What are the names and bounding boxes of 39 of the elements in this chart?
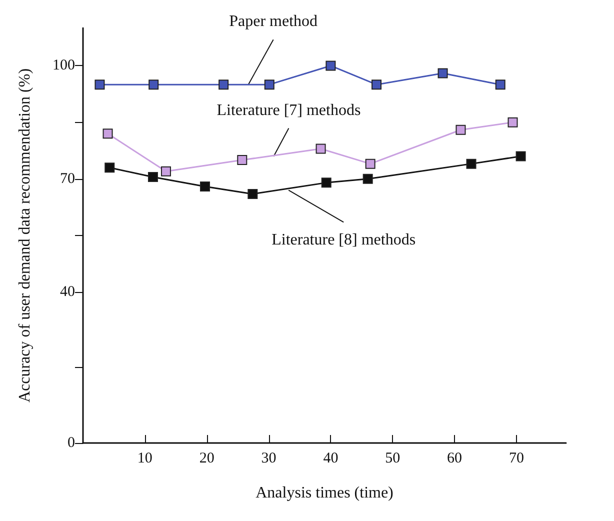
annotation: Literature [8] methods [272, 232, 416, 249]
point [104, 162, 115, 173]
point [495, 80, 506, 90]
point [365, 158, 376, 169]
point [218, 80, 229, 90]
point [200, 181, 210, 192]
y-tick-label: 0 [68, 435, 75, 451]
point [160, 166, 171, 176]
x-tick-label: 60 [447, 450, 462, 466]
x-tick-label: 30 [261, 450, 276, 466]
point [372, 80, 382, 90]
point [148, 80, 159, 90]
point [148, 172, 158, 182]
x-tick-label: 40 [323, 450, 338, 466]
point [326, 60, 336, 71]
y-tick-label: 40 [60, 284, 75, 300]
x-tick-label: 50 [385, 450, 400, 466]
point [237, 155, 248, 166]
point [466, 158, 476, 169]
point [516, 151, 526, 162]
point [321, 178, 332, 188]
point [248, 189, 258, 199]
annotation: Paper method [229, 13, 318, 30]
annotation: Literature [7] methods [216, 102, 361, 119]
point [316, 144, 326, 154]
y-tick-label: 100 [52, 58, 75, 74]
x-tick-label: 70 [508, 450, 524, 466]
y-axis-title: Accuracy of user demand data recommendation (%) [16, 68, 34, 403]
x-tick-label: 20 [199, 450, 214, 466]
x-tick-label: 10 [137, 450, 152, 466]
point [264, 80, 274, 90]
point [456, 124, 466, 135]
point [102, 128, 113, 139]
point [362, 174, 373, 184]
point [438, 68, 448, 78]
point [508, 117, 518, 128]
x-axis-title: Analysis times (time) [256, 484, 394, 502]
point [94, 80, 105, 90]
y-tick-label: 70 [60, 170, 75, 187]
